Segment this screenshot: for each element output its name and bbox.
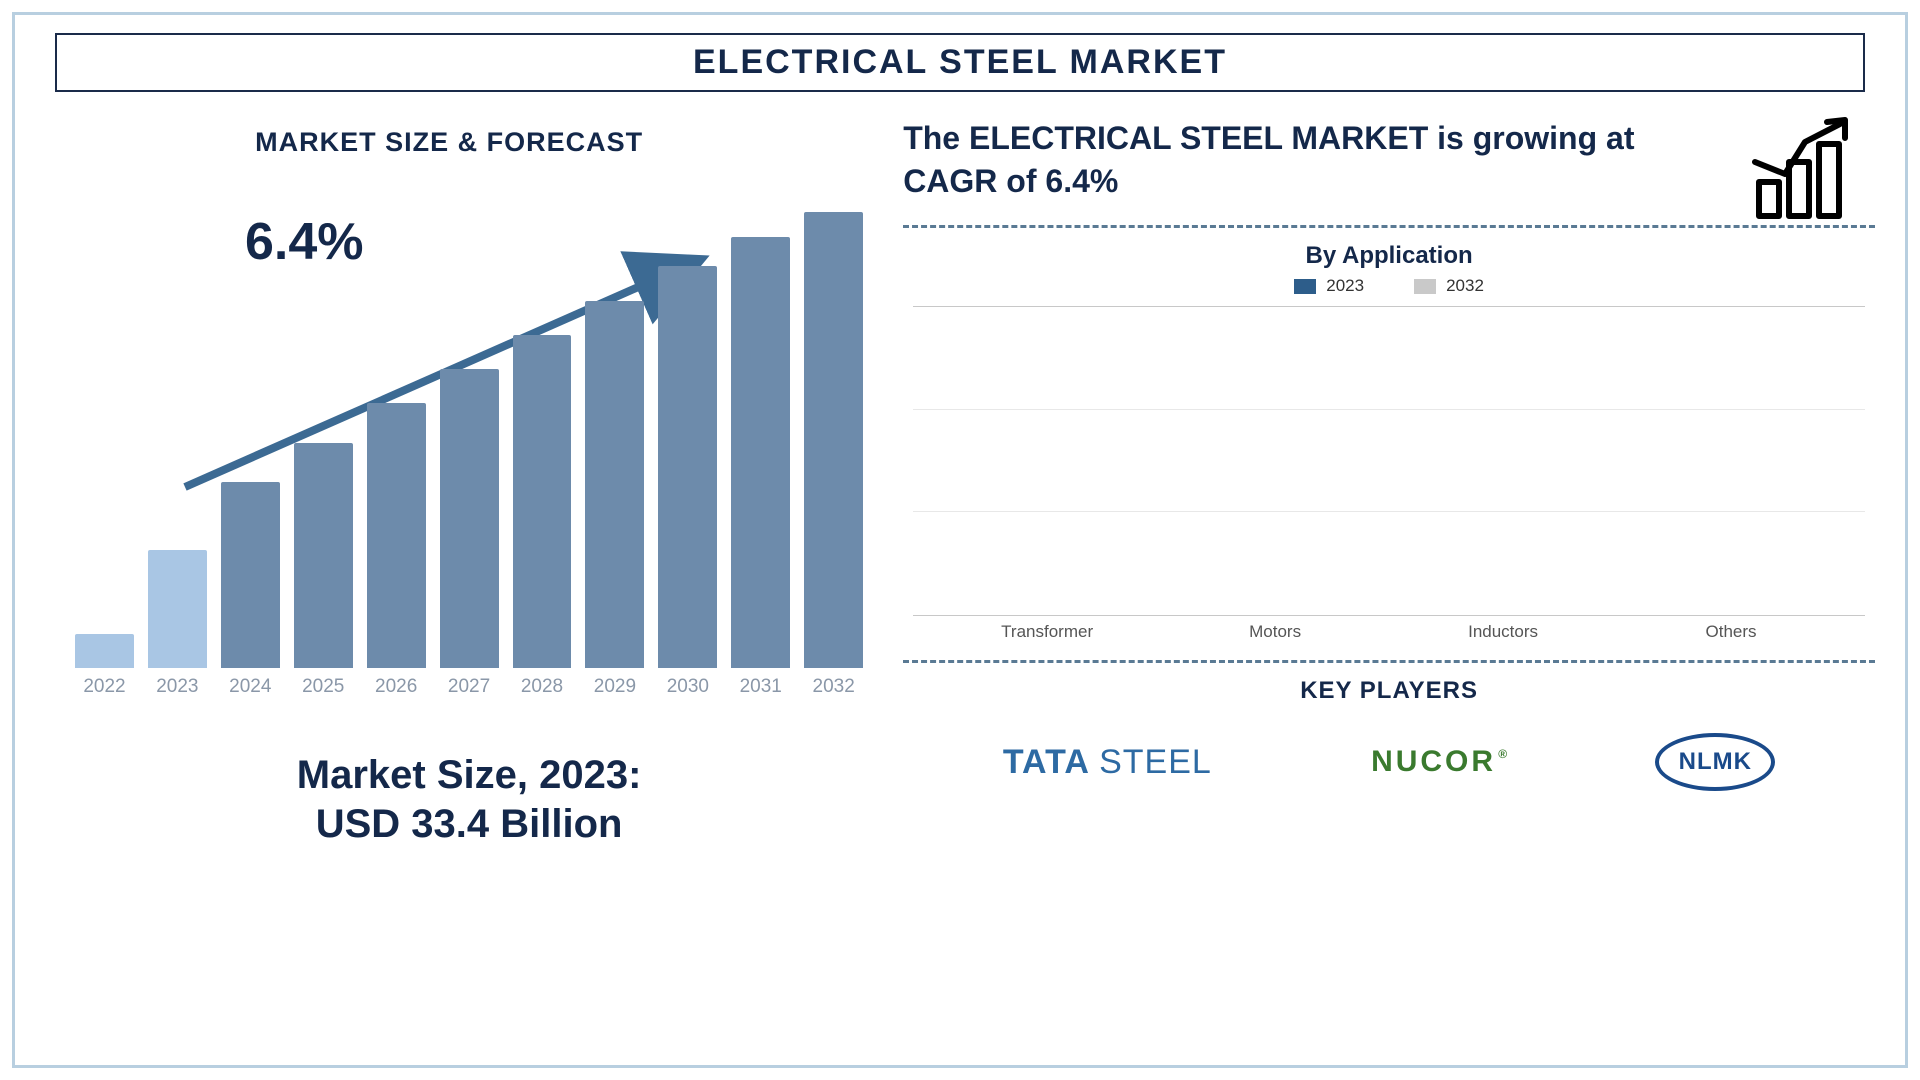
forecast-year-label: 2025 — [302, 676, 344, 698]
content-row: MARKET SIZE & FORECAST 6.4% 202220232024… — [45, 117, 1875, 1029]
logo-tata-steel: TATA STEEL — [1003, 743, 1212, 782]
forecast-year-label: 2028 — [521, 676, 563, 698]
forecast-bar: 2026 — [367, 403, 426, 698]
forecast-bar: 2031 — [731, 237, 790, 698]
forecast-year-label: 2023 — [156, 676, 198, 698]
forecast-bar: 2029 — [585, 301, 644, 699]
forecast-year-label: 2032 — [813, 676, 855, 698]
forecast-bar-chart: 2022 2023 2024 2025 2026 2027 2028 2029 2030 2031… — [65, 178, 873, 698]
title-box: ELECTRICAL STEEL MARKET — [55, 33, 1865, 92]
infographic-frame: ELECTRICAL STEEL MARKET MARKET SIZE & FO… — [12, 12, 1908, 1068]
application-bar-chart — [913, 306, 1865, 616]
forecast-bar: 2022 — [75, 634, 134, 698]
legend-item-2023: 2023 — [1294, 276, 1364, 296]
app-category-label: Transformer — [967, 622, 1127, 642]
forecast-bar: 2024 — [221, 482, 280, 698]
logo-nucor: NUCOR — [1371, 745, 1496, 779]
forecast-bar: 2030 — [658, 266, 717, 698]
dashed-divider-icon — [903, 660, 1875, 663]
dashed-divider-icon — [903, 225, 1875, 228]
market-size-caption: Market Size, 2023: USD 33.4 Billion — [65, 753, 873, 847]
forecast-bar: 2025 — [294, 443, 353, 698]
logo-nlmk: NLMK — [1655, 733, 1775, 791]
market-size-line1: Market Size, 2023: — [65, 753, 873, 798]
key-players-title: KEY PLAYERS — [903, 677, 1875, 705]
forecast-year-label: 2027 — [448, 676, 490, 698]
forecast-year-label: 2022 — [83, 676, 125, 698]
legend-label: 2032 — [1446, 276, 1484, 296]
forecast-bar: 2032 — [804, 212, 863, 698]
left-heading: MARKET SIZE & FORECAST — [25, 127, 873, 158]
main-title: ELECTRICAL STEEL MARKET — [57, 43, 1863, 82]
logos-row: TATA STEEL NUCOR NLMK — [903, 733, 1875, 791]
app-category-label: Inductors — [1423, 622, 1583, 642]
forecast-bar: 2027 — [440, 369, 499, 698]
forecast-year-label: 2026 — [375, 676, 417, 698]
legend-swatch-icon — [1294, 279, 1316, 294]
legend: 2023 2032 — [903, 276, 1875, 296]
by-application-title: By Application — [903, 242, 1875, 270]
forecast-bar: 2023 — [148, 550, 207, 698]
forecast-year-label: 2029 — [594, 676, 636, 698]
left-panel: MARKET SIZE & FORECAST 6.4% 202220232024… — [45, 117, 873, 1029]
right-headline: The ELECTRICAL STEEL MARKET is growing a… — [903, 117, 1653, 203]
growth-chart-icon — [1745, 112, 1865, 222]
legend-item-2032: 2032 — [1414, 276, 1484, 296]
market-size-line2: USD 33.4 Billion — [65, 802, 873, 847]
forecast-year-label: 2030 — [667, 676, 709, 698]
app-category-label: Others — [1651, 622, 1811, 642]
legend-swatch-icon — [1414, 279, 1436, 294]
forecast-bar: 2028 — [513, 335, 572, 698]
application-x-labels: Transformer Motors Inductors Others — [913, 616, 1865, 642]
right-panel: The ELECTRICAL STEEL MARKET is growing a… — [903, 117, 1875, 1029]
forecast-year-label: 2031 — [740, 676, 782, 698]
forecast-year-label: 2024 — [229, 676, 271, 698]
legend-label: 2023 — [1326, 276, 1364, 296]
app-category-label: Motors — [1195, 622, 1355, 642]
